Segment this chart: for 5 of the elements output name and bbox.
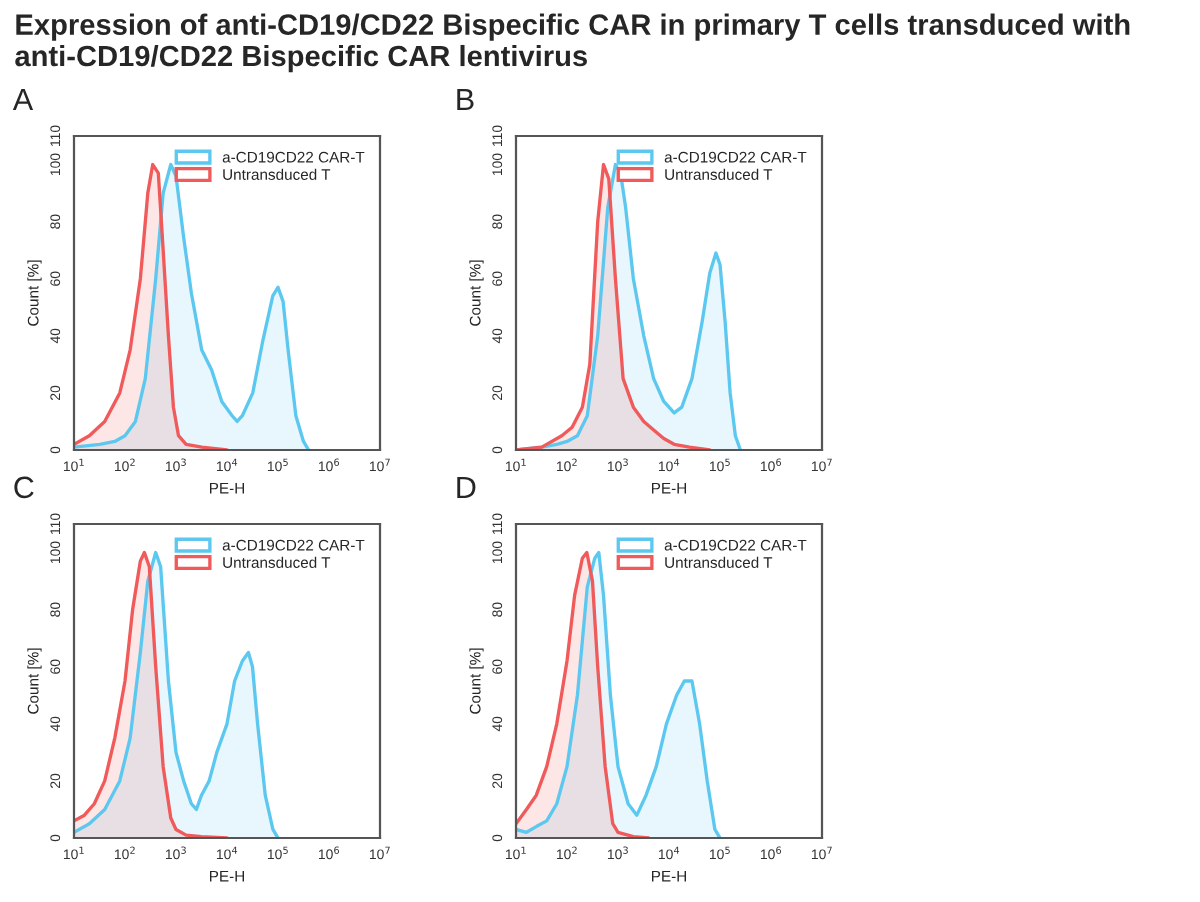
chart-title: C xyxy=(14,476,34,499)
chart-title: A xyxy=(12,88,34,110)
chart-title: D xyxy=(457,476,476,498)
text: Expression of anti-CD19/CD22 Bispecific CAR in primary T cells transduced with anti-CD19/CD22 Bispecific CAR lentivirus xyxy=(15,13,1130,73)
chart-title: B xyxy=(457,88,474,110)
